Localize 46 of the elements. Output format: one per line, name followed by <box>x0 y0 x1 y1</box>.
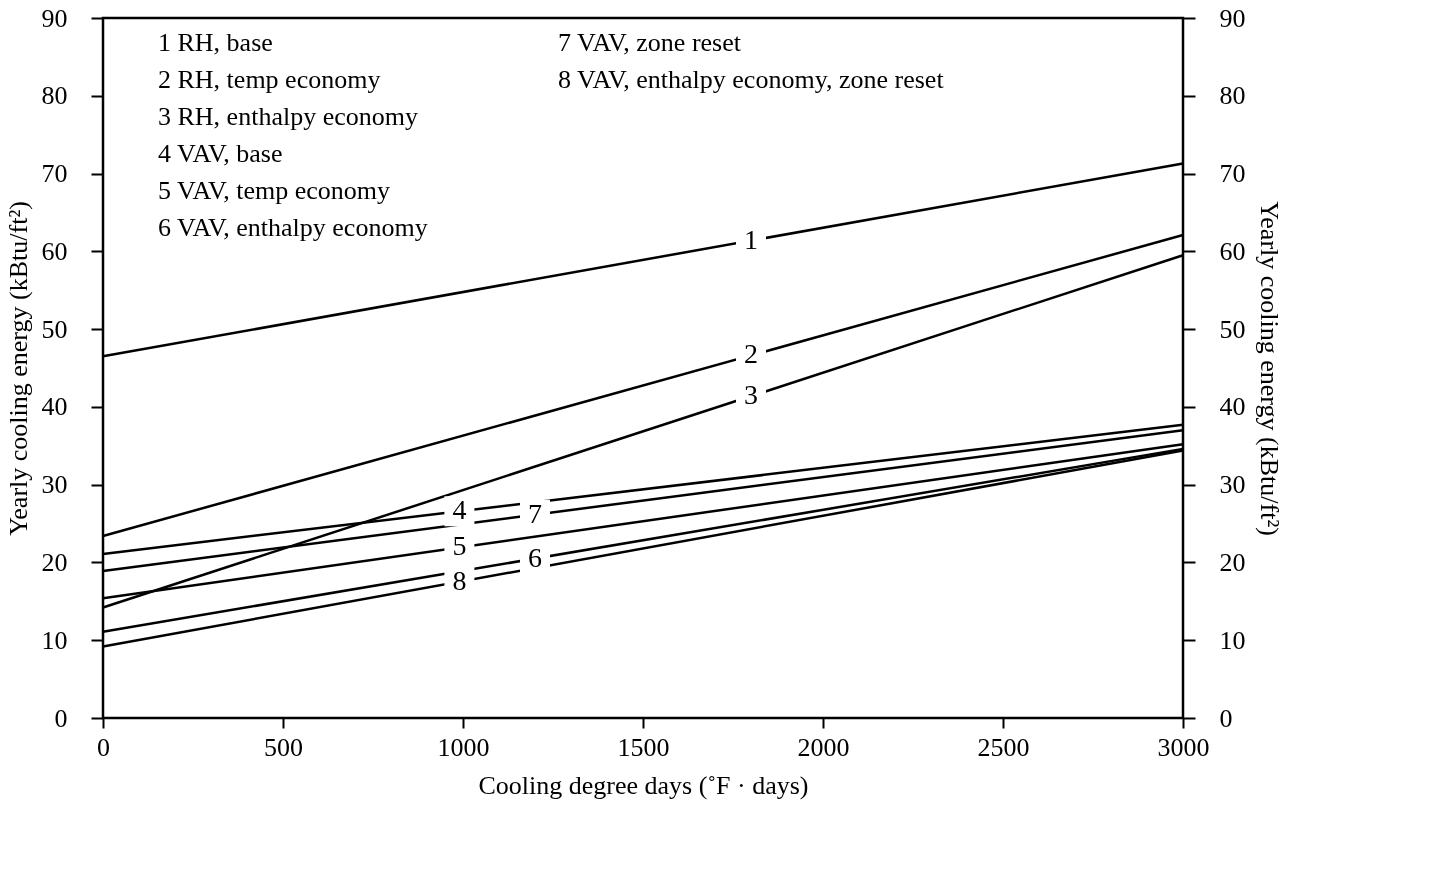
series-label: 8 <box>452 564 467 596</box>
x-tick-label: 1000 <box>437 732 490 762</box>
y2-tick-label: 70 <box>1219 159 1246 189</box>
y2-tick-label: 60 <box>1219 236 1246 266</box>
x-tick-label: 0 <box>97 732 110 762</box>
annotation: 1 RH, base <box>158 28 273 57</box>
x-tick-label: 2000 <box>797 732 850 762</box>
annotation: 4 VAV, base <box>158 139 283 168</box>
y-tick-label: 60 <box>41 236 68 266</box>
series-label: 3 <box>744 379 758 411</box>
series-label: 6 <box>528 541 542 573</box>
annotation: 5 VAV, temp economy <box>158 176 391 205</box>
x-tick-label: 500 <box>264 732 303 762</box>
series-label: 5 <box>452 530 467 562</box>
x-tick-label: 2500 <box>977 732 1030 762</box>
annotation: 2 RH, temp economy <box>158 65 381 94</box>
y-tick-label: 50 <box>41 314 68 344</box>
x-axis-title: Cooling degree days (˚F · days) <box>478 770 809 800</box>
annotation: 3 RH, enthalpy economy <box>158 102 418 131</box>
annotation: 8 VAV, enthalpy economy, zone reset <box>558 65 945 94</box>
y2-axis-title: Yearly cooling energy (kBtu/ft²) <box>1254 201 1284 536</box>
y-tick-label: 40 <box>41 392 68 422</box>
series-label: 7 <box>528 497 542 529</box>
y-tick-label: 90 <box>41 3 68 33</box>
series-label: 1 <box>744 223 758 255</box>
y2-tick-label: 50 <box>1219 314 1246 344</box>
y2-tick-label: 10 <box>1219 625 1246 655</box>
y2-tick-label: 0 <box>1219 703 1233 733</box>
y-tick-label: 70 <box>41 159 68 189</box>
y-axis-title: Yearly cooling energy (kBtu/ft²) <box>3 201 33 536</box>
x-tick-label: 1500 <box>617 732 670 762</box>
x-tick-label: 3000 <box>1157 732 1210 762</box>
annotation: 7 VAV, zone reset <box>558 28 742 57</box>
y2-tick-label: 30 <box>1219 470 1246 500</box>
y2-tick-label: 90 <box>1219 3 1246 33</box>
y-tick-label: 30 <box>41 470 68 500</box>
series-label: 2 <box>744 338 758 370</box>
y-tick-label: 20 <box>41 547 68 577</box>
annotation: 6 VAV, enthalpy economy <box>158 213 428 242</box>
y2-tick-label: 80 <box>1219 81 1246 111</box>
y-tick-label: 80 <box>41 81 68 111</box>
y2-tick-label: 20 <box>1219 547 1246 577</box>
y2-tick-label: 40 <box>1219 392 1246 422</box>
y-tick-label: 10 <box>41 625 68 655</box>
y-tick-label: 0 <box>54 703 68 733</box>
series-label: 4 <box>452 494 467 526</box>
